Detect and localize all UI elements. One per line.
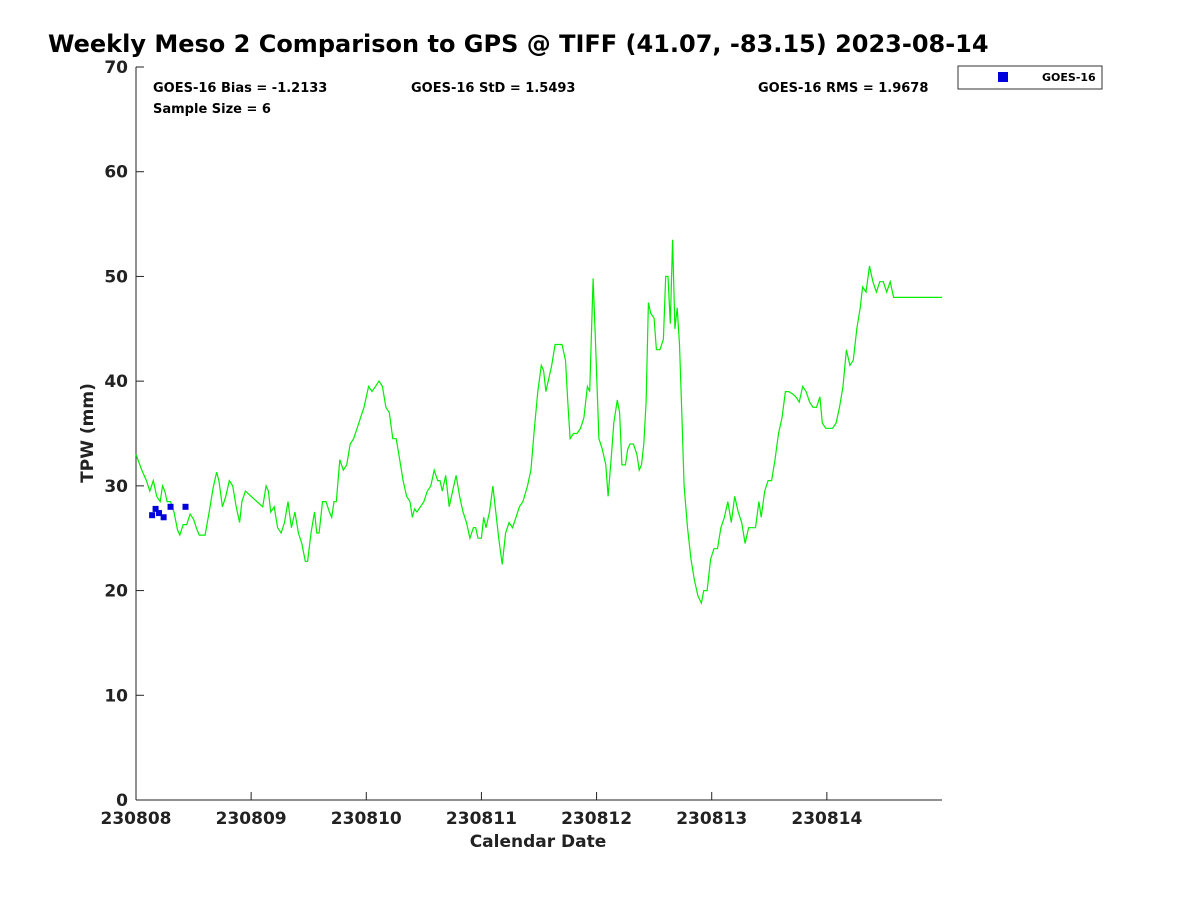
stat-std: GOES-16 StD = 1.5493 xyxy=(411,81,575,96)
plot-area: 0 10 20 30 40 50 60 70 230808 230809 230810 230811… xyxy=(101,58,942,829)
y-tick-label: 50 xyxy=(104,267,128,287)
goes16-point xyxy=(182,503,189,510)
x-tick-label: 230813 xyxy=(676,809,747,829)
goes16-point xyxy=(156,510,163,517)
goes16-point xyxy=(167,503,174,510)
y-tick-label: 60 xyxy=(104,163,128,183)
goes16-point xyxy=(160,514,167,521)
y-tick-label: 20 xyxy=(104,582,128,602)
series-layer xyxy=(135,239,942,606)
x-ticks: 230808 230809 230810 230811 230812 230813 2308… xyxy=(101,792,863,829)
x-tick-label: 230811 xyxy=(446,809,517,829)
y-tick-label: 30 xyxy=(104,477,128,497)
x-tick-label: 230809 xyxy=(216,809,287,829)
x-axis-label: Calendar Date xyxy=(470,832,607,852)
x-tick-label: 230812 xyxy=(561,809,632,829)
goes16-point xyxy=(149,512,156,519)
stat-sample-size: Sample Size = 6 xyxy=(153,102,271,117)
legend: GOES-16 xyxy=(957,65,1103,90)
stat-rms: GOES-16 RMS = 1.9678 xyxy=(758,81,928,96)
stat-bias: GOES-16 Bias = -1.2133 xyxy=(153,81,327,96)
chart-title: Weekly Meso 2 Comparison to GPS @ TIFF (… xyxy=(48,30,989,58)
legend-label-goes16: GOES-16 xyxy=(1042,71,1096,84)
y-tick-label: 40 xyxy=(104,372,128,392)
legend-marker-goes16 xyxy=(998,72,1008,82)
y-tick-label: 70 xyxy=(104,58,128,78)
x-tick-label: 230808 xyxy=(101,809,172,829)
y-ticks: 0 10 20 30 40 50 60 70 xyxy=(104,58,144,811)
y-tick-label: 0 xyxy=(116,791,128,811)
x-tick-label: 230810 xyxy=(331,809,402,829)
x-tick-label: 230814 xyxy=(791,809,862,829)
y-tick-label: 10 xyxy=(104,686,128,706)
y-axis-label: TPW (mm) xyxy=(78,383,98,483)
goes16-point xyxy=(152,505,159,512)
legend-box xyxy=(957,65,1103,90)
gps-tpw-line xyxy=(135,239,942,606)
